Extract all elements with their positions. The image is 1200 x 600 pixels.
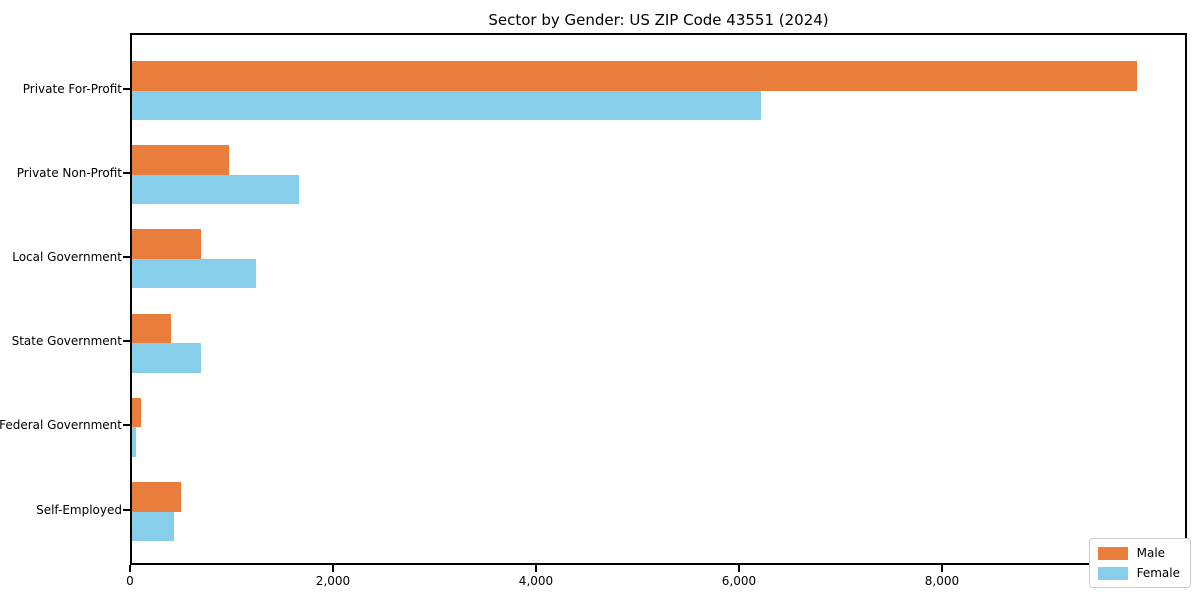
x-tick-mark <box>534 565 537 572</box>
x-tick-mark <box>331 565 334 572</box>
legend-swatch-male <box>1097 546 1128 560</box>
bar-male-2 <box>132 145 230 175</box>
legend-item-female: Female <box>1097 566 1180 580</box>
bar-female-3 <box>132 258 256 289</box>
y-tick-label: Private For-Profit <box>22 81 122 96</box>
y-tick-label: State Government <box>11 334 122 349</box>
x-tick-label: 2,000 <box>315 574 351 588</box>
y-tick-mark <box>123 340 130 343</box>
legend-swatch-female <box>1097 566 1128 580</box>
x-tick-label: 4,000 <box>518 574 554 588</box>
y-tick-mark <box>123 255 130 258</box>
bar-female-5 <box>132 427 137 457</box>
y-tick-mark <box>123 424 130 427</box>
bar-female-6 <box>132 511 174 541</box>
x-tick-mark <box>940 565 943 572</box>
x-tick-label: 8,000 <box>924 574 960 588</box>
y-tick-mark <box>123 171 130 174</box>
bar-male-5 <box>132 397 141 428</box>
legend: Male Female <box>1088 538 1191 588</box>
x-tick-label: 6,000 <box>721 574 757 588</box>
y-tick-label: Self-Employed <box>36 502 122 517</box>
chart-title: Sector by Gender: US ZIP Code 43551 (202… <box>488 11 829 29</box>
y-tick-mark <box>123 508 130 511</box>
legend-label: Female <box>1136 566 1180 580</box>
x-tick-label: 0 <box>126 574 134 588</box>
bar-male-3 <box>132 229 202 259</box>
bar-male-4 <box>132 313 172 344</box>
bar-male-6 <box>132 482 181 512</box>
y-tick-mark <box>123 87 130 90</box>
bar-male-1 <box>132 61 1137 91</box>
y-tick-label: Federal Government <box>0 418 122 433</box>
legend-label: Male <box>1136 546 1166 560</box>
bar-female-1 <box>132 90 762 120</box>
plot-area <box>130 33 1187 565</box>
bar-female-2 <box>132 174 300 205</box>
x-tick-mark <box>737 565 740 572</box>
y-tick-label: Local Government <box>12 249 122 264</box>
bar-female-4 <box>132 343 202 373</box>
x-tick-mark <box>129 565 131 572</box>
y-tick-label: Private Non-Profit <box>16 165 122 180</box>
legend-item-male: Male <box>1097 546 1180 560</box>
